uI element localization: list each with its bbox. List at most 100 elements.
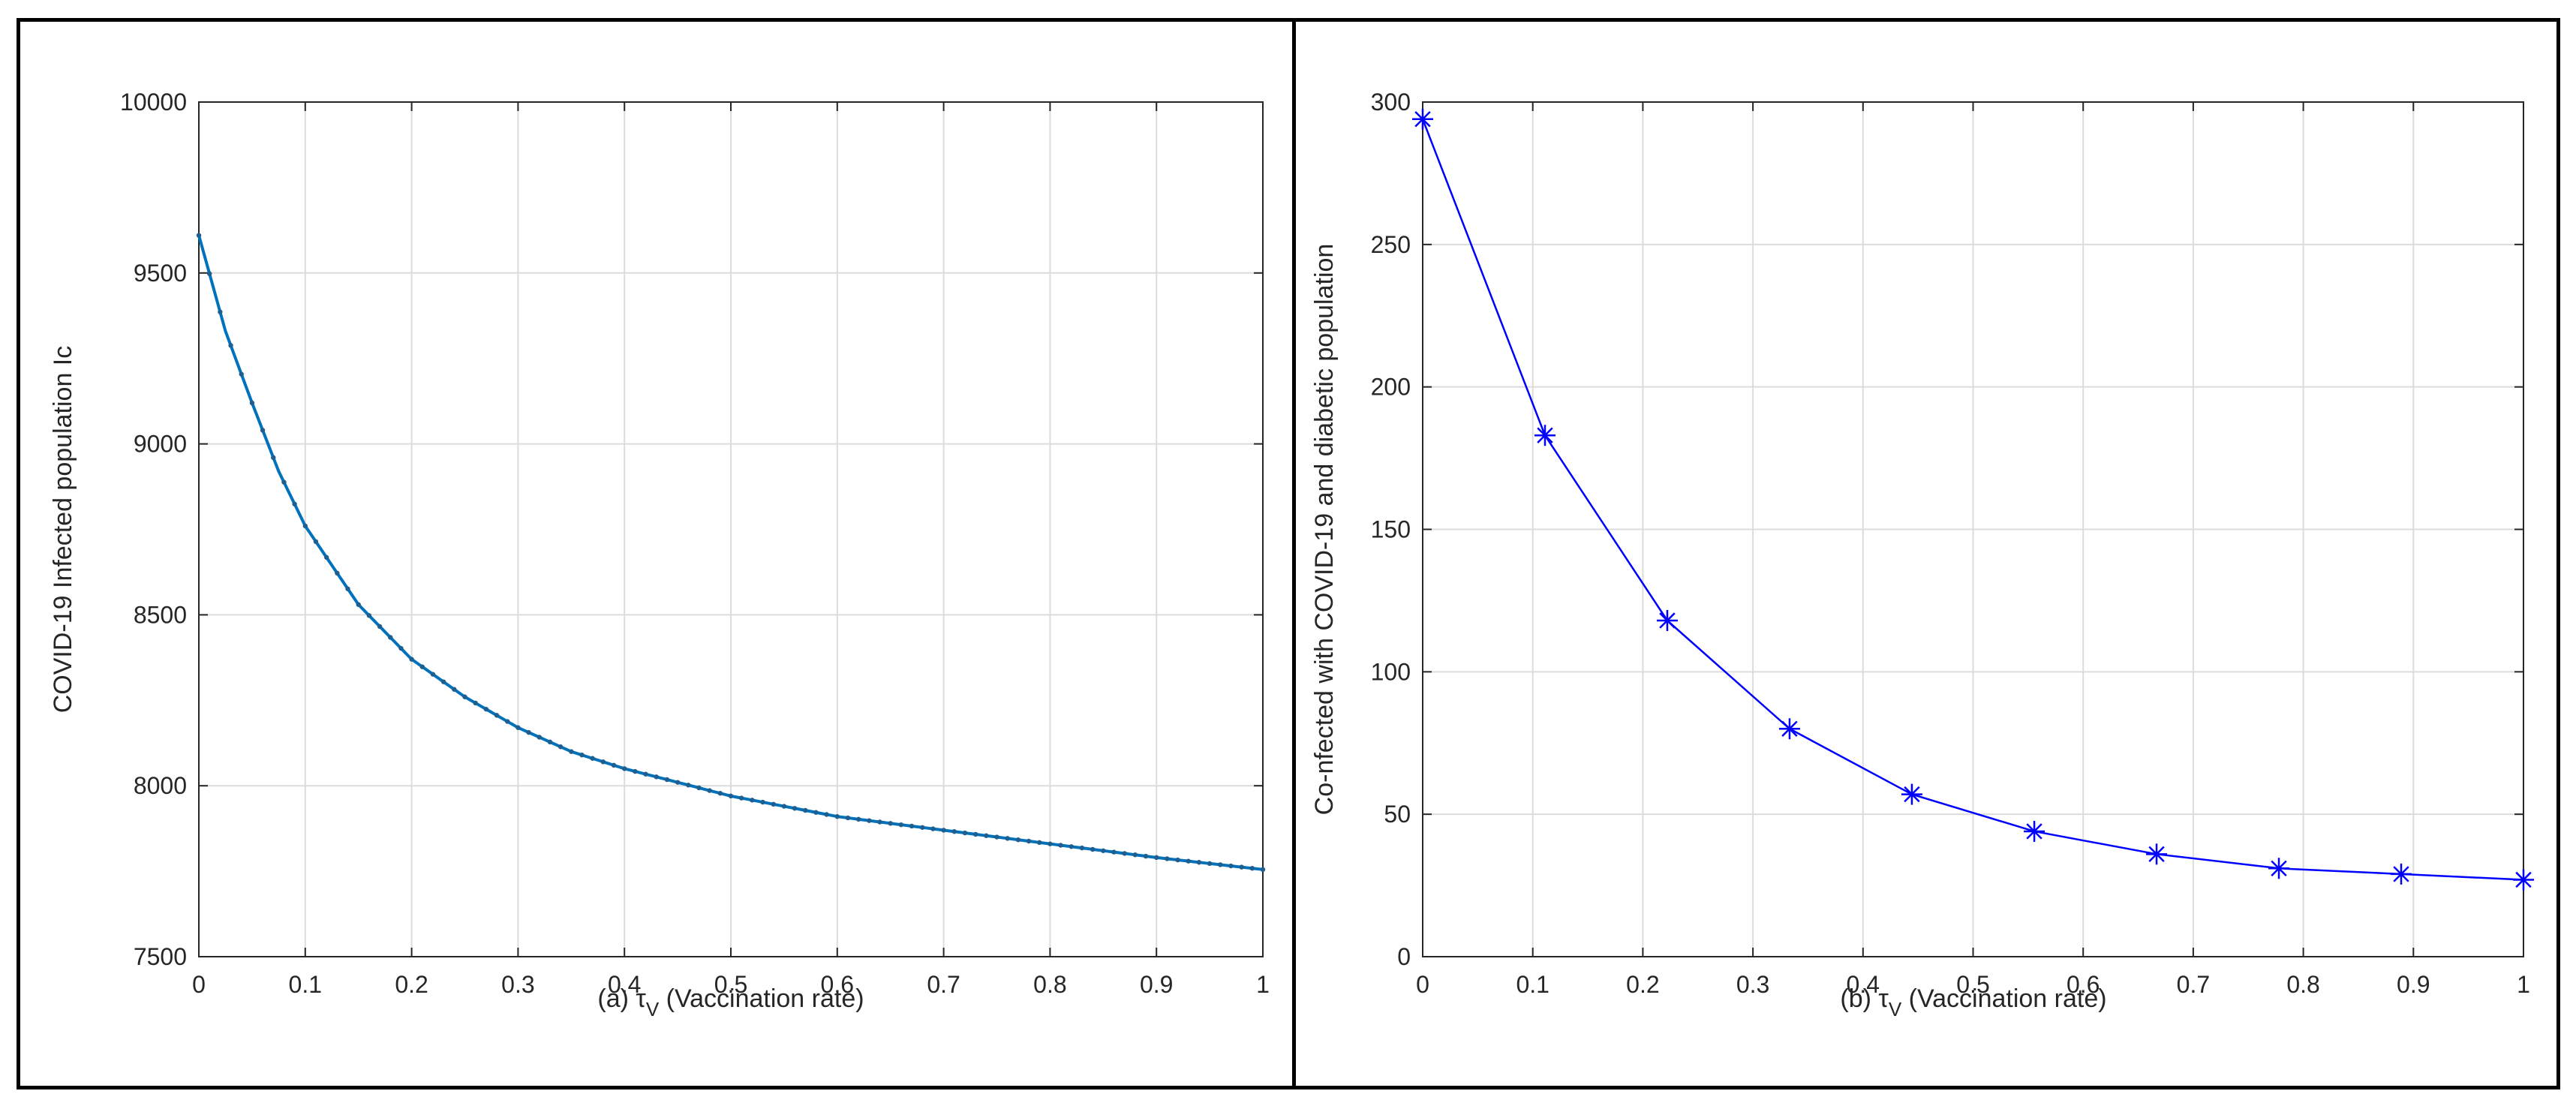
panel-a-point-90 (675, 780, 681, 785)
panel-a-point-98 (717, 791, 723, 796)
panel-a-point-146 (972, 831, 978, 837)
panel-a-xtick-label-1: 0.1 (289, 971, 322, 998)
panel-a-point-120 (834, 814, 840, 819)
panel-b-point-0 (1412, 108, 1433, 130)
panel-b-point-5-stroke-3 (2026, 823, 2042, 840)
panel-a-point-174 (1122, 851, 1127, 856)
panel-a-point-138 (930, 826, 936, 831)
panel-a-point-8 (239, 371, 244, 377)
panel-a-point-186 (1186, 858, 1191, 864)
panel-b-point-2 (1656, 609, 1678, 631)
panel-a-point-52 (473, 700, 478, 706)
panel-a-point-150 (994, 834, 999, 840)
panel-a-y-axis-label: COVID-19 Infected population Ic (49, 346, 77, 714)
panel-a-point-84 (643, 771, 648, 777)
panel-a-xtick-label-5: 0.5 (714, 971, 747, 998)
panel-a-point-54 (483, 706, 489, 712)
panel-a-point-188 (1196, 860, 1202, 865)
panel-b-x-axis-label: (b) τV (Vaccination rate) (1840, 984, 2106, 1020)
panel-a-point-32 (366, 613, 372, 618)
panel-b-frame (1292, 18, 2560, 1089)
panel-a-point-78 (611, 762, 617, 768)
panel-a-point-172 (1111, 849, 1117, 855)
panel-a-xtick-label-8: 0.8 (1033, 971, 1066, 998)
panel-a-point-124 (855, 816, 861, 822)
panel-a-point-198 (1249, 866, 1255, 871)
panel-a-point-56 (494, 713, 500, 718)
panel-a-point-154 (1015, 837, 1021, 843)
panel-a-point-100 (728, 793, 734, 799)
panel-b-ytick-label-0: 0 (1397, 943, 1411, 970)
panel-a-point-178 (1143, 853, 1149, 859)
panel-a-point-164 (1069, 844, 1074, 849)
panel-a-point-166 (1079, 845, 1085, 851)
panel-b-point-4-stroke-3 (1904, 786, 1920, 803)
panel-a-ytick-label-1: 8000 (134, 772, 187, 799)
panel-a-point-46 (440, 679, 446, 684)
panel-a-point-50 (462, 694, 467, 699)
panel-a-point-38 (398, 645, 404, 651)
panel-a-point-162 (1058, 843, 1063, 848)
panel-b-point-7-stroke-3 (2271, 860, 2287, 876)
panel-a-point-106 (760, 799, 765, 805)
panel-a-point-62 (526, 729, 531, 735)
panel-a-point-48 (452, 687, 457, 692)
panel-a-point-6 (228, 343, 233, 348)
panel-a-point-122 (845, 815, 851, 821)
panel-a-point-134 (909, 823, 915, 829)
panel-a-point-128 (877, 819, 882, 825)
panel-a-point-58 (505, 719, 510, 724)
panel-b-ytick-label-3: 150 (1371, 516, 1411, 543)
panel-a-point-158 (1037, 840, 1042, 846)
panel-a-point-132 (898, 822, 904, 828)
panel-a-point-40 (409, 657, 414, 662)
panel-a-ytick-label-0: 7500 (134, 943, 187, 970)
panel-a-point-142 (951, 829, 957, 834)
panel-b-point-7 (2268, 858, 2290, 879)
panel-b-point-3 (1778, 718, 1800, 740)
panel-b-point-6-stroke-3 (2148, 846, 2165, 863)
panel-a-point-110 (781, 804, 787, 809)
panel-a-point-28 (345, 586, 350, 591)
panel-b-xtick-label-4: 0.4 (1847, 971, 1880, 998)
panel-b-series-line-0 (1421, 119, 2524, 881)
panel-a-point-92 (686, 783, 691, 788)
panel-a-xtick-label-2: 0.2 (395, 971, 428, 998)
panel-a-point-140 (941, 828, 946, 833)
panel-a-point-24 (323, 555, 329, 561)
panel-b-point-5 (2024, 820, 2045, 842)
panel-a-point-26 (335, 570, 340, 576)
panel-a-point-44 (430, 672, 436, 677)
panel-a-point-16 (281, 479, 287, 485)
panel-a-point-94 (696, 785, 702, 791)
panel-b-point-3-stroke-3 (1781, 720, 1798, 737)
panel-b-xtick-label-8: 0.8 (2286, 971, 2319, 998)
panel-a-point-2 (206, 271, 212, 276)
panel-a-point-76 (600, 759, 606, 765)
panel-b-xtick-label-6: 0.6 (2067, 971, 2100, 998)
panel-a-point-196 (1239, 864, 1244, 870)
panel-a-point-194 (1228, 863, 1234, 869)
panel-a-point-180 (1154, 855, 1159, 861)
panel-a-point-72 (579, 752, 585, 758)
panel-b-ytick-label-4: 200 (1371, 374, 1411, 401)
panel-b-point-1-stroke-3 (1537, 427, 1553, 443)
panel-b-point-1 (1534, 425, 1556, 446)
panel-a-point-12 (260, 428, 266, 433)
panel-a-point-22 (313, 539, 319, 545)
panel-b-ytick-label-1: 50 (1384, 801, 1411, 828)
panel-a-ytick-label-4: 9500 (134, 260, 187, 287)
panel-a-point-170 (1101, 848, 1106, 853)
panel-a-point-88 (664, 777, 670, 783)
panel-a-point-30 (356, 602, 361, 607)
panel-b-ytick-label-2: 100 (1371, 658, 1411, 685)
panel-b-point-8 (2391, 863, 2412, 885)
panel-a-xtick-label-10: 1 (1256, 971, 1270, 998)
panel-a-point-60 (516, 725, 521, 730)
panel-b-point-2-stroke-3 (1659, 612, 1676, 629)
panel-a-point-176 (1132, 852, 1138, 858)
panel-a-point-116 (813, 810, 819, 815)
panel-a-point-36 (388, 635, 393, 640)
panel-a-point-96 (707, 788, 712, 793)
